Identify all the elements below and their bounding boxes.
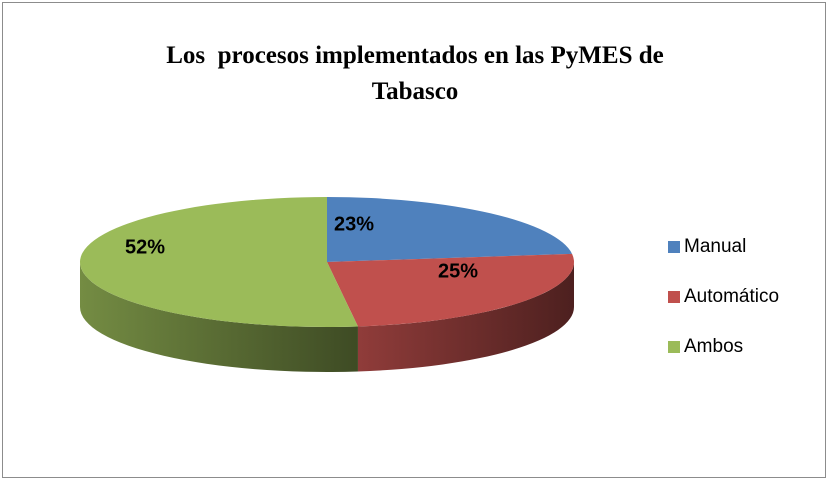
data-label: 52% xyxy=(125,236,165,258)
slice xyxy=(79,197,358,327)
slice-side xyxy=(357,262,574,372)
legend-label: Automático xyxy=(684,286,779,307)
legend-swatch xyxy=(668,341,680,353)
slice xyxy=(327,253,574,327)
legend-label: Manual xyxy=(684,236,746,257)
legend-swatch xyxy=(668,291,680,303)
legend-swatch xyxy=(668,241,680,253)
slice-side xyxy=(80,262,358,372)
slice xyxy=(327,197,573,262)
legend-label: Ambos xyxy=(684,336,743,357)
data-label: 23% xyxy=(334,213,374,235)
data-label: 25% xyxy=(438,260,478,282)
chart-title: Los procesos implementados en las PyMES … xyxy=(166,42,670,105)
